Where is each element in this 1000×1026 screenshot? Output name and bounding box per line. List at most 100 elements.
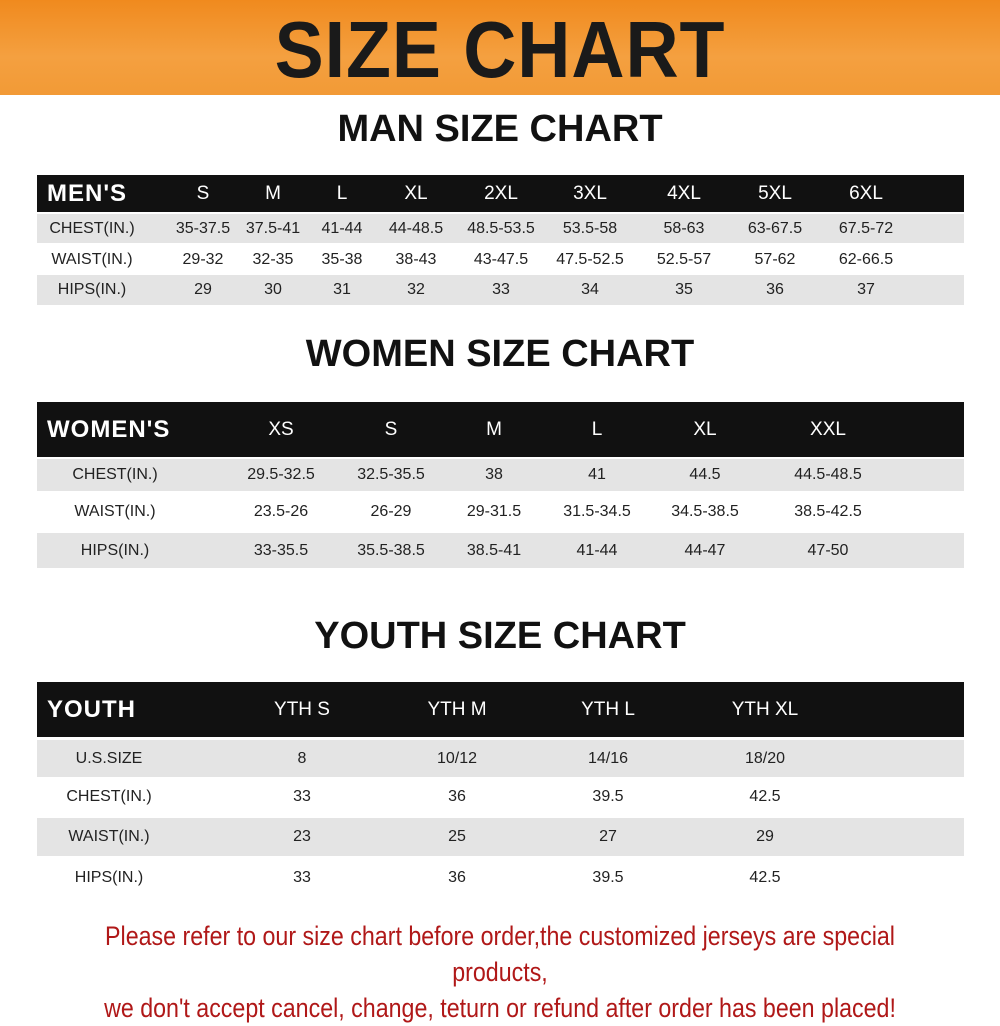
table-cell: 32 xyxy=(407,281,425,298)
table-cell: 38 xyxy=(485,466,503,483)
table-cell: 42.5 xyxy=(749,788,781,805)
table-cell: 63-67.5 xyxy=(747,219,803,237)
table-cell: 36 xyxy=(766,281,784,298)
table-title-cell: YOUTH xyxy=(47,695,136,723)
table-cell: 57-62 xyxy=(754,250,796,268)
size-header-cell: L xyxy=(336,182,348,204)
table-row: WAIST(IN.) 29-32 32-35 35-38 38-43 43-47.5 47.… xyxy=(37,245,964,274)
size-header-cell: M xyxy=(265,182,281,204)
size-header-cell: XS xyxy=(268,418,294,440)
size-header-cell: XL xyxy=(693,418,717,440)
table-title-cell: MEN'S xyxy=(47,179,128,207)
size-header-cell: YTH S xyxy=(274,698,330,720)
row-label: WAIST(IN.) xyxy=(51,250,133,268)
size-header-cell: YTH L xyxy=(581,698,635,720)
table-cell: 32.5-35.5 xyxy=(357,466,425,483)
table-cell: 48.5-53.5 xyxy=(467,219,535,237)
table-cell: 38.5-41 xyxy=(466,541,522,559)
table-cell: 33 xyxy=(293,788,311,805)
table-cell: 37 xyxy=(857,281,875,298)
table-cell: 33 xyxy=(293,869,311,886)
page-title: SIZE CHART xyxy=(274,5,726,94)
table-cell: 67.5-72 xyxy=(838,219,894,237)
table-cell: 35-37.5 xyxy=(175,219,231,237)
table-cell: 33 xyxy=(492,281,510,298)
table-header-row: MEN'S S M L XL 2XL 3XL 4XL 5XL 6XL xyxy=(37,175,964,212)
size-header-cell: YTH M xyxy=(427,698,487,720)
table-cell: 44-47 xyxy=(684,541,726,559)
table-cell: 23.5-26 xyxy=(253,503,309,520)
table-cell: 37.5-41 xyxy=(245,219,301,237)
table-cell: 8 xyxy=(297,749,307,767)
size-header-cell: 5XL xyxy=(758,182,792,204)
size-header-cell: L xyxy=(591,418,603,440)
table-cell: 29.5-32.5 xyxy=(247,466,315,483)
table-cell: 35 xyxy=(675,281,693,298)
table-header-row: WOMEN'S XS S M L XL XXL xyxy=(37,402,964,457)
table-cell: 47-50 xyxy=(807,541,849,559)
table-title-cell: WOMEN'S xyxy=(47,415,171,443)
table-cell: 26-29 xyxy=(370,503,412,520)
table-cell: 35.5-38.5 xyxy=(357,541,425,559)
table-cell: 31.5-34.5 xyxy=(563,503,631,520)
size-header-cell: XL xyxy=(404,182,428,204)
size-header-cell: 4XL xyxy=(667,182,701,204)
table-cell: 58-63 xyxy=(663,219,705,237)
disclaimer-line: we don't accept cancel, change, teturn o… xyxy=(104,993,896,1023)
table-cell: 33-35.5 xyxy=(253,541,309,559)
table-cell: 39.5 xyxy=(592,869,624,886)
table-row: CHEST(IN.) 29.5-32.5 32.5-35.5 38 41 44.5 44.5… xyxy=(37,459,964,491)
table-cell: 62-66.5 xyxy=(838,250,894,268)
table-cell: 38-43 xyxy=(395,250,437,268)
row-label: CHEST(IN.) xyxy=(72,466,158,483)
table-cell: 34 xyxy=(581,281,599,298)
table-cell: 35-38 xyxy=(321,250,363,268)
table-cell: 14/16 xyxy=(587,749,629,767)
table-cell: 52.5-57 xyxy=(656,250,712,268)
table-row: CHEST(IN.) 33 36 39.5 42.5 xyxy=(37,778,964,816)
table-cell: 36 xyxy=(448,869,466,886)
table-row: HIPS(IN.) 29 30 31 32 33 34 35 36 37 xyxy=(37,275,964,305)
row-label: U.S.SIZE xyxy=(75,749,143,767)
table-cell: 44-48.5 xyxy=(388,219,444,237)
table-cell: 44.5-48.5 xyxy=(794,466,862,483)
size-header-cell: YTH XL xyxy=(731,698,799,720)
disclaimer-line: Please refer to our size chart before or… xyxy=(105,921,895,987)
youth-title: YOUTH SIZE CHART xyxy=(314,615,686,657)
table-cell: 53.5-58 xyxy=(562,219,618,237)
table-cell: 29-31.5 xyxy=(466,503,522,520)
size-header-cell: S xyxy=(196,182,210,204)
size-header-cell: S xyxy=(384,418,398,440)
table-cell: 31 xyxy=(333,281,351,298)
table-cell: 41-44 xyxy=(576,541,618,559)
table-cell: 39.5 xyxy=(592,788,624,805)
table-row: CHEST(IN.) 35-37.5 37.5-41 41-44 44-48.5 48.5… xyxy=(37,214,964,243)
row-label: WAIST(IN.) xyxy=(74,503,156,520)
table-row: U.S.SIZE 8 10/12 14/16 18/20 xyxy=(37,740,964,777)
table-cell: 47.5-52.5 xyxy=(556,250,624,268)
row-label: CHEST(IN.) xyxy=(66,788,152,805)
row-label: HIPS(IN.) xyxy=(80,541,150,559)
table-cell: 44.5 xyxy=(689,466,721,483)
table-cell: 43-47.5 xyxy=(473,250,529,268)
table-cell: 38.5-42.5 xyxy=(794,503,862,520)
table-cell: 10/12 xyxy=(436,749,478,767)
table-row: HIPS(IN.) 33-35.5 35.5-38.5 38.5-41 41-44 44-… xyxy=(37,533,964,568)
size-header-cell: 6XL xyxy=(849,182,883,204)
table-cell: 32-35 xyxy=(252,250,294,268)
table-cell: 29-32 xyxy=(182,250,224,268)
size-header-cell: M xyxy=(486,418,502,440)
women-title: WOMEN SIZE CHART xyxy=(305,333,695,375)
table-cell: 36 xyxy=(448,788,466,805)
table-cell: 29 xyxy=(756,828,774,845)
men-title: MAN SIZE CHART xyxy=(337,108,663,150)
table-cell: 41-44 xyxy=(321,219,363,237)
table-row: HIPS(IN.) 33 36 39.5 42.5 xyxy=(37,858,964,898)
table-row: WAIST(IN.) 23.5-26 26-29 29-31.5 31.5-34.5 34… xyxy=(37,495,964,529)
title-banner: SIZE CHART xyxy=(0,0,1000,95)
table-cell: 29 xyxy=(194,281,212,298)
table-cell: 27 xyxy=(599,828,617,845)
row-label: HIPS(IN.) xyxy=(74,869,144,886)
size-header-cell: 3XL xyxy=(573,182,607,204)
size-header-cell: 2XL xyxy=(484,182,518,204)
